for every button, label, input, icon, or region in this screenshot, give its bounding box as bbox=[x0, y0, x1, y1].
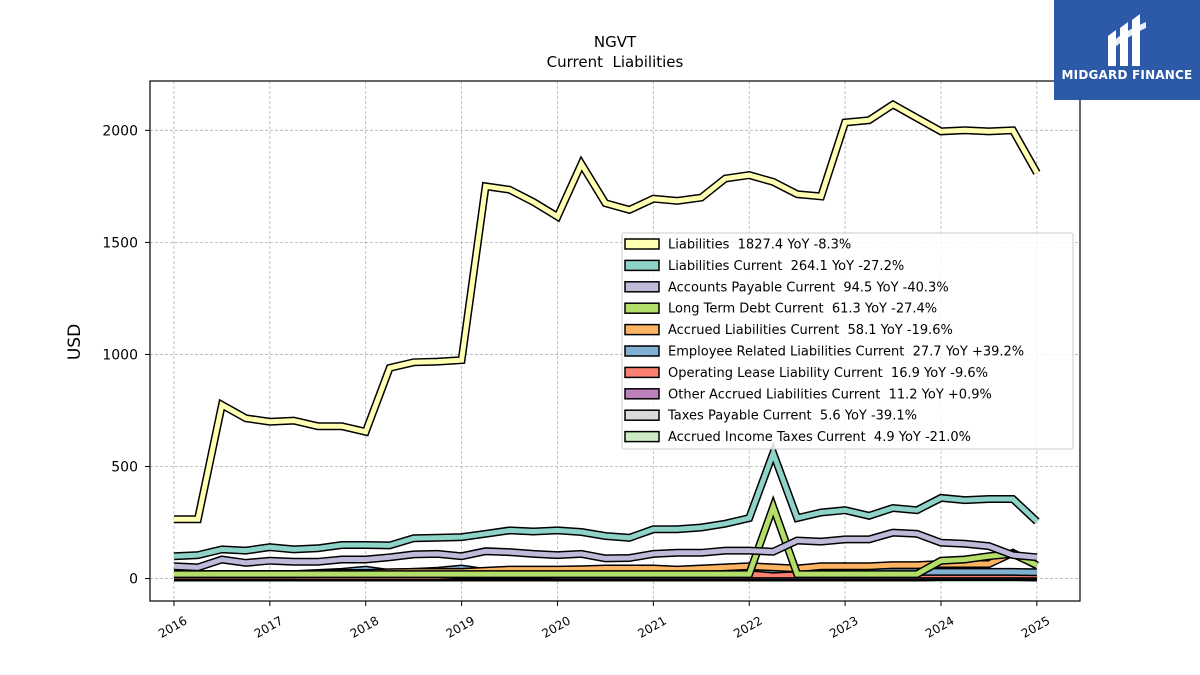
legend-entry: Employee Related Liabilities Current 27.… bbox=[668, 345, 1024, 360]
chart-subtitle: Current Liabilities bbox=[547, 53, 684, 71]
legend-entry: Accrued Liabilities Current 58.1 YoY -19… bbox=[668, 323, 953, 338]
legend-swatch bbox=[624, 323, 660, 336]
legend-swatch bbox=[624, 281, 660, 293]
series-layer bbox=[173, 99, 1041, 582]
legend-entry: Operating Lease Liability Current 16.9 Y… bbox=[668, 366, 988, 381]
legend-swatch bbox=[624, 345, 660, 357]
legend-swatch bbox=[624, 259, 660, 272]
legend-entry: Taxes Payable Current 5.6 YoY -39.1% bbox=[667, 409, 917, 424]
legend-entry: Liabilities 1827.4 YoY -8.3% bbox=[668, 238, 851, 253]
logo-icon bbox=[1108, 14, 1146, 66]
y-tick-label: 1500 bbox=[102, 235, 138, 251]
logo-text: MIDGARD FINANCE bbox=[1061, 68, 1193, 82]
y-tick-label: 2000 bbox=[102, 123, 138, 139]
x-tick-label: 2021 bbox=[635, 613, 668, 640]
y-tick-label: 0 bbox=[129, 572, 138, 588]
series-line bbox=[173, 445, 1039, 559]
x-tick-label: 2025 bbox=[1019, 613, 1052, 640]
brand-logo: MIDGARD FINANCE bbox=[1054, 0, 1200, 100]
x-tick-label: 2016 bbox=[156, 613, 189, 640]
legend-entry: Accrued Income Taxes Current 4.9 YoY -21… bbox=[668, 430, 971, 445]
legend-swatch bbox=[624, 388, 660, 400]
x-tick-label: 2017 bbox=[252, 613, 285, 640]
plot-frame bbox=[149, 80, 1081, 602]
legend-entry: Liabilities Current 264.1 YoY -27.2% bbox=[668, 259, 904, 274]
legend-swatch bbox=[624, 409, 660, 421]
legend-entry: Other Accrued Liabilities Current 11.2 Y… bbox=[668, 387, 992, 402]
x-tick-label: 2019 bbox=[444, 613, 477, 640]
legend-swatch bbox=[624, 302, 660, 314]
y-tick-label: 500 bbox=[111, 460, 138, 476]
legend-swatch bbox=[624, 430, 660, 443]
legend: Liabilities 1827.4 YoY -8.3% Liabilities … bbox=[621, 232, 1074, 450]
chart-title: NGVT bbox=[594, 33, 637, 51]
legend-entry: Accounts Payable Current 94.5 YoY -40.3% bbox=[668, 280, 949, 295]
x-tick-label: 2022 bbox=[731, 613, 764, 640]
series-outline bbox=[173, 441, 1040, 561]
x-tick-label: 2018 bbox=[348, 613, 381, 640]
x-tick-label: 2023 bbox=[827, 613, 860, 640]
series-line bbox=[174, 101, 1040, 522]
legend-entry: Long Term Debt Current 61.3 YoY -27.4% bbox=[668, 302, 937, 317]
y-tick-label: 1000 bbox=[102, 347, 138, 363]
x-tick-label: 2020 bbox=[540, 613, 573, 640]
legend-swatch bbox=[624, 238, 660, 250]
x-tick-label: 2024 bbox=[923, 613, 956, 640]
y-axis-label: USD bbox=[65, 324, 85, 360]
series-line bbox=[173, 530, 1038, 570]
legend-box bbox=[621, 232, 1074, 450]
legend-swatch bbox=[624, 366, 660, 379]
series-line bbox=[174, 499, 1038, 577]
